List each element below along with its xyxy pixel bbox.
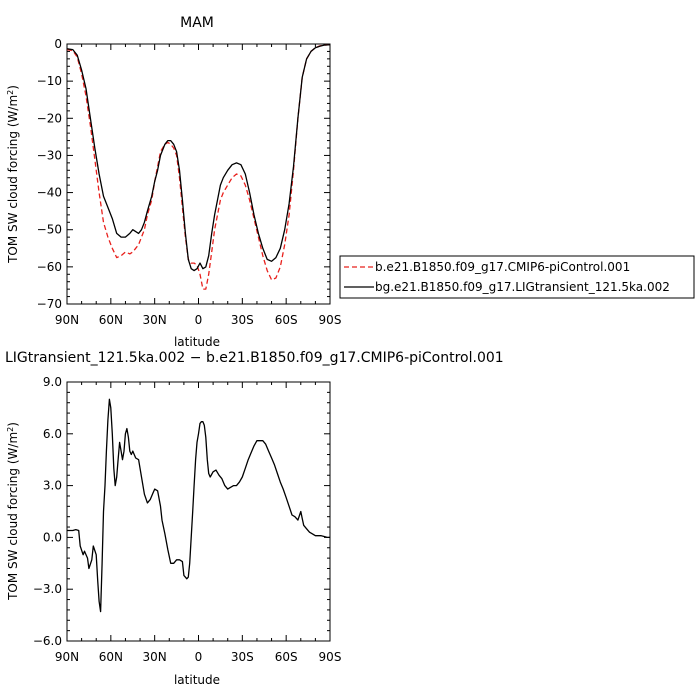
top-chart-x-tick-label: 60N	[99, 313, 123, 327]
top-chart-y-tick-label: −40	[37, 186, 62, 200]
bottom-chart-series-line-0	[67, 398, 330, 613]
bottom-chart-x-tick-label: 90N	[55, 650, 79, 664]
bottom-chart: LIGtransient_121.5ka.002 − b.e21.B1850.f…	[5, 350, 504, 687]
bottom-chart-x-tick-label: 30S	[231, 650, 254, 664]
bottom-chart-y-tick-label: 0.0	[43, 530, 62, 544]
bottom-chart-y-tick-label: 3.0	[43, 479, 62, 493]
bottom-chart-y-tick-label: 9.0	[43, 375, 62, 389]
top-chart: MAM 90N 60N 30N 0 30S 60S 90S 0 −10 −20 −30 −40 −50 −…	[6, 15, 695, 349]
legend-label-ligtransient: bg.e21.B1850.f09_g17.LIGtransient_121.5k…	[375, 280, 670, 294]
top-chart-y-axis-label: TOM SW cloud forcing (W/m2)	[6, 85, 20, 264]
bottom-chart-y-tick-label: −3.0	[33, 582, 62, 596]
bottom-chart-x-tick-label: 0	[195, 650, 203, 664]
top-chart-y-tick-label: 0	[54, 37, 62, 51]
bottom-chart-y-tick-label: −6.0	[33, 634, 62, 648]
bottom-chart-y-tick-label: 6.0	[43, 427, 62, 441]
legend: b.e21.B1850.f09_g17.CMIP6-piControl.001 …	[339, 255, 695, 299]
top-chart-x-tick-label: 0	[195, 313, 203, 327]
top-chart-x-axis-label: latitude	[174, 335, 220, 349]
legend-label-picontrol: b.e21.B1850.f09_g17.CMIP6-piControl.001	[375, 260, 630, 274]
top-chart-y-tick-label: −50	[37, 223, 62, 237]
top-chart-x-tick-label: 90N	[55, 313, 79, 327]
top-chart-title: MAM	[180, 15, 214, 31]
bottom-chart-title: LIGtransient_121.5ka.002 − b.e21.B1850.f…	[5, 350, 504, 366]
top-chart-x-tick-label: 30S	[231, 313, 254, 327]
legend-box	[339, 255, 695, 299]
top-chart-y-tick-label: −70	[37, 297, 62, 311]
top-chart-x-tick-label: 90S	[319, 313, 342, 327]
bottom-chart-x-tick-label: 60N	[99, 650, 123, 664]
bottom-chart-x-tick-label: 90S	[319, 650, 342, 664]
bottom-chart-x-tick-label: 60S	[275, 650, 298, 664]
top-chart-x-tick-label: 30N	[143, 313, 167, 327]
bottom-chart-x-axis-label: latitude	[174, 673, 220, 687]
top-chart-y-tick-label: −10	[37, 74, 62, 88]
top-chart-series-line-0	[66, 44, 331, 290]
top-chart-y-tick-label: −30	[37, 148, 62, 162]
top-chart-series-line-1	[66, 44, 331, 272]
top-chart-y-tick-label: −60	[37, 260, 62, 274]
bottom-chart-y-axis-label: TOM SW cloud forcing (W/m2)	[6, 422, 20, 601]
top-chart-x-tick-label: 60S	[275, 313, 298, 327]
bottom-chart-x-tick-label: 30N	[143, 650, 167, 664]
top-chart-y-tick-label: −20	[37, 111, 62, 125]
